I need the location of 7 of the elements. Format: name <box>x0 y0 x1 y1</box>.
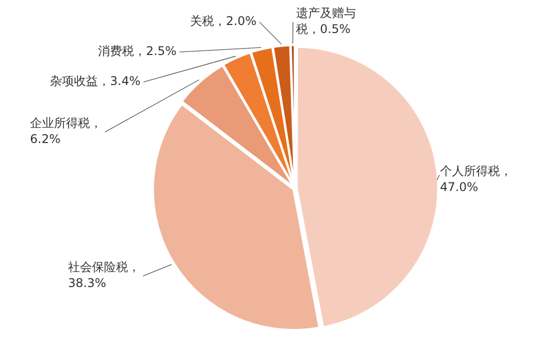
data-label: 社会保险税，38.3% <box>68 260 140 290</box>
data-label: 关税，2.0% <box>190 14 256 28</box>
data-label: 个人所得税，47.0% <box>440 164 512 194</box>
data-label: 消费税，2.5% <box>98 44 176 58</box>
data-label: 遗产及赠与税，0.5% <box>296 6 356 36</box>
data-label: 企业所得税，6.2% <box>30 116 102 146</box>
data-label: 杂项收益，3.4% <box>50 74 140 88</box>
